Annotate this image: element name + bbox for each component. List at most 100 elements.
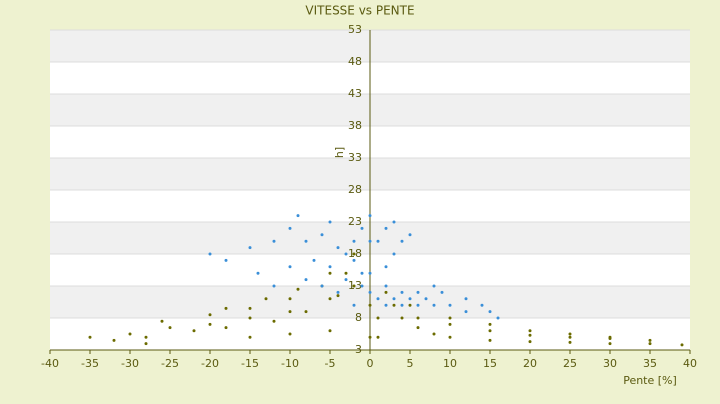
point (392, 220, 396, 224)
point (368, 303, 372, 307)
point (312, 258, 316, 262)
point (448, 316, 452, 320)
point (528, 329, 532, 333)
point (648, 338, 652, 342)
point (352, 258, 356, 262)
point (352, 239, 356, 243)
point (408, 297, 412, 301)
point (384, 226, 388, 230)
x-tick-label: -40 (41, 357, 59, 370)
point (432, 284, 436, 288)
point (192, 329, 196, 333)
point (336, 294, 340, 298)
point (224, 258, 228, 262)
point (448, 303, 452, 307)
y-tick-label: 33 (348, 151, 362, 164)
point (344, 278, 348, 282)
point (416, 326, 420, 330)
point (272, 319, 276, 323)
point (304, 239, 308, 243)
point (440, 290, 444, 294)
point (328, 297, 332, 301)
x-tick-label: -35 (81, 357, 99, 370)
point (368, 271, 372, 275)
point (320, 233, 324, 237)
point (328, 271, 332, 275)
point (224, 326, 228, 330)
y-tick-label: 43 (348, 87, 362, 100)
y-tick-label: 28 (348, 183, 362, 196)
point (568, 332, 572, 336)
point (416, 316, 420, 320)
x-tick-label: 10 (443, 357, 457, 370)
point (376, 316, 380, 320)
point (304, 310, 308, 314)
point (400, 239, 404, 243)
point (488, 322, 492, 326)
point (488, 310, 492, 314)
point (416, 303, 420, 307)
point (400, 316, 404, 320)
point (288, 297, 292, 301)
point (368, 335, 372, 339)
point (344, 271, 348, 275)
x-tick-label: 15 (483, 357, 497, 370)
point (376, 335, 380, 339)
x-tick-label: 0 (367, 357, 374, 370)
x-tick-label: -5 (325, 357, 336, 370)
x-tick-label: -30 (121, 357, 139, 370)
point (480, 303, 484, 307)
point (408, 233, 412, 237)
point (344, 252, 348, 256)
point (400, 290, 404, 294)
point (224, 306, 228, 310)
point (384, 303, 388, 307)
point (432, 303, 436, 307)
point (448, 335, 452, 339)
point (160, 319, 164, 323)
point (296, 214, 300, 218)
point (392, 303, 396, 307)
point (248, 335, 252, 339)
point (408, 303, 412, 307)
y-tick-label: 53 (348, 23, 362, 36)
point (384, 284, 388, 288)
point (320, 284, 324, 288)
point (608, 342, 612, 346)
point (352, 303, 356, 307)
point (272, 284, 276, 288)
point (568, 335, 572, 339)
point (368, 214, 372, 218)
x-tick-label: 25 (563, 357, 577, 370)
point (488, 329, 492, 333)
point (336, 246, 340, 250)
point (336, 290, 340, 294)
point (168, 326, 172, 330)
point (328, 220, 332, 224)
x-tick-label: 30 (603, 357, 617, 370)
point (528, 333, 532, 337)
x-tick-label: 20 (523, 357, 537, 370)
x-tick-label: 40 (683, 357, 697, 370)
point (208, 322, 212, 326)
y-tick-label: 23 (348, 215, 362, 228)
point (448, 322, 452, 326)
point (144, 342, 148, 346)
point (416, 290, 420, 294)
point (368, 239, 372, 243)
x-tick-label: -15 (241, 357, 259, 370)
point (208, 252, 212, 256)
point (288, 310, 292, 314)
point (248, 306, 252, 310)
x-tick-label: -10 (281, 357, 299, 370)
point (496, 316, 500, 320)
point (376, 239, 380, 243)
point (376, 297, 380, 301)
point (288, 265, 292, 269)
point (272, 239, 276, 243)
point (432, 332, 436, 336)
point (360, 284, 364, 288)
point (328, 329, 332, 333)
point (392, 297, 396, 301)
